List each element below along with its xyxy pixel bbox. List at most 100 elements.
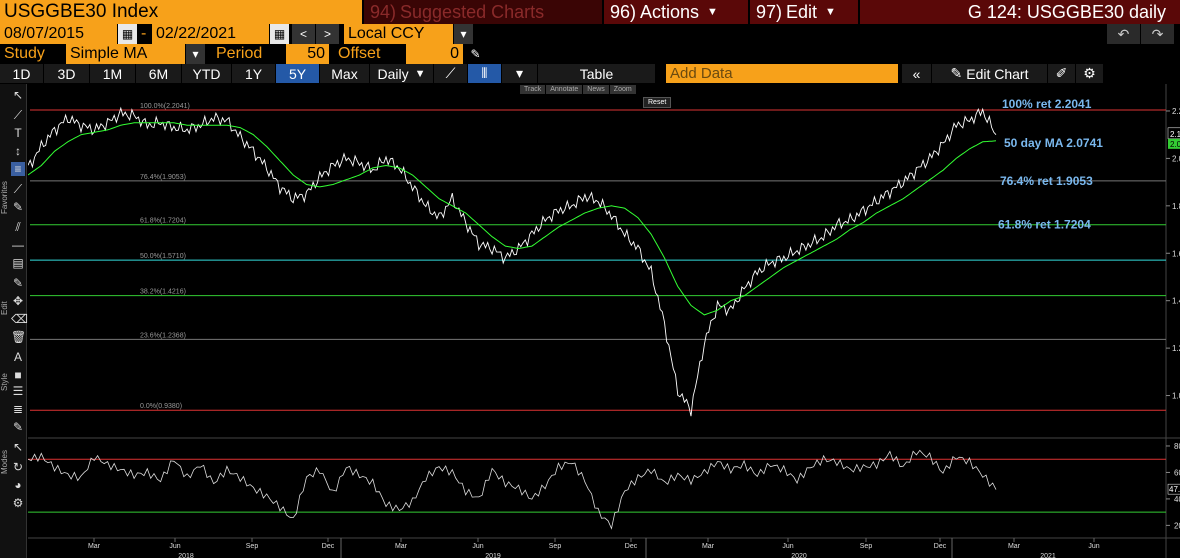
x-month-label: Sep [860,543,873,550]
range-1d-button[interactable]: 1D [0,64,44,83]
x-year-label: 2018 [178,553,194,558]
news-button[interactable]: News [583,85,609,94]
range-1y-button[interactable]: 1Y [232,64,276,83]
undo-icon[interactable]: ↶ [1106,24,1140,44]
y-tick-label: 2.0000 [1172,154,1180,163]
range-1m-button[interactable]: 1M [90,64,136,83]
header-bar: USGGBE30 Index 94) Suggested Charts 96) … [0,0,1180,24]
actions-menu[interactable]: 96) Actions ▼ [602,0,748,24]
add-data-input[interactable]: Add Data [666,64,898,83]
brush-icon[interactable]: ✎ [12,276,24,290]
annotation-icon[interactable]: ✐ [1048,64,1076,83]
modes-label: Modes [0,450,9,475]
palette-icon[interactable]: ◕ [14,478,22,492]
pencil-icon[interactable]: ✎ [464,44,488,64]
x-month-label: Jun [472,543,483,550]
x-month-label: Mar [88,543,101,550]
chevron-down-icon[interactable]: ▾ [502,64,538,83]
reset-button[interactable]: Reset [643,97,672,108]
rsi-tick-label: 40 [1174,495,1180,504]
range-5y-button[interactable]: 5Y [276,64,320,83]
fill-icon[interactable]: ■ [14,368,22,382]
annotate-button[interactable]: Annotate [546,85,583,94]
chevron-down-icon[interactable]: ▾ [454,24,474,44]
range-max-button[interactable]: Max [320,64,370,83]
horizontal-line-icon[interactable]: ― [12,238,24,252]
fib-level-label: 61.8%(1.7204) [140,218,186,225]
font-icon[interactable]: A [13,350,22,364]
text-tool-icon[interactable]: T [14,126,22,140]
x-month-label: Mar [1008,543,1021,550]
range-6m-button[interactable]: 6M [136,64,182,83]
y-tick-label: 1.2000 [1172,344,1180,353]
refresh-icon[interactable]: ↻ [12,460,24,474]
chevron-down-icon[interactable]: ▾ [186,44,206,64]
line-style-icon[interactable]: ☰ [12,384,24,398]
menu-label: Edit [786,1,818,22]
track-button[interactable]: Track [520,85,546,94]
x-month-label: Jun [782,543,793,550]
chevron-down-icon: ▼ [707,6,718,18]
redo-icon[interactable]: ↷ [1140,24,1174,44]
rsi-series-line [28,449,997,530]
frequency-select[interactable]: Daily ▼ [370,64,434,83]
fibonacci-icon[interactable]: ≡ [11,162,25,176]
rsi-last-badge [1167,483,1180,495]
shape-icon[interactable]: ▤ [12,256,24,270]
trend-icon[interactable]: ⟋ [13,182,23,196]
security-ticker[interactable]: USGGBE30 Index [0,0,362,24]
range-ytd-button[interactable]: YTD [182,64,232,83]
drawing-toolbar: ↖ ⟋ T ↕ ≡ ⟋ ✎ ⫽ ― ▤ ✎ ✥ ⌫ 🗑 A ■ ☰ ≣ ✎ ↖ … [0,84,28,558]
fib-level-label: 23.6%(1.2368) [140,332,186,339]
x-month-label: Mar [702,543,715,550]
line-tool-icon[interactable]: ⟋ [13,108,23,122]
edit-menu[interactable]: 97) Edit ▼ [748,0,858,24]
draw-icon[interactable]: ✎ [12,420,24,434]
zoom-button[interactable]: Zoom [609,85,636,94]
line-width-icon[interactable]: ≣ [12,402,24,416]
next-period-button[interactable]: > [316,24,340,44]
arrow-tool-icon[interactable]: ↕ [15,144,21,158]
prev-period-button[interactable]: < [292,24,316,44]
pencil-icon: ✎ [950,65,963,81]
period-input[interactable]: 50 [286,44,330,64]
range-3d-button[interactable]: 3D [44,64,90,83]
x-month-label: Sep [549,543,562,550]
menu-number: 94) [370,1,397,22]
ma-series-line [28,122,997,316]
collapse-icon[interactable]: « [902,64,932,83]
suggested-charts-menu[interactable]: 94) Suggested Charts [362,0,602,24]
gear-icon[interactable]: ⚙ [1076,64,1104,83]
channel-icon[interactable]: ⫽ [15,220,21,234]
offset-input[interactable]: 0 [406,44,464,64]
x-month-label: Jun [1088,543,1099,550]
bar-chart-icon[interactable]: ⫴ [468,64,502,83]
move-icon[interactable]: ✥ [12,294,24,308]
gear-icon[interactable]: ⚙ [12,496,24,510]
annotation-label: 76.4% ret 1.9053 [1000,174,1093,188]
table-button[interactable]: Table [538,64,656,83]
price-chart[interactable]: 100.0%(2.2041) 76.4%(1.9053) 61.8%(1.7204)… [28,84,1180,558]
calendar-icon[interactable]: ▦ [118,24,138,44]
annotation-label: 100% ret 2.2041 [1002,97,1092,111]
edit-chart-button[interactable]: ✎ Edit Chart [932,64,1048,83]
chevron-down-icon: ▼ [414,67,426,80]
fib-level-label: 38.2%(1.4216) [140,289,186,296]
erase-icon[interactable]: ⌫ [11,312,28,326]
currency-select[interactable]: Local CCY [344,24,454,44]
end-date-field[interactable]: 02/22/2021 [152,24,270,44]
line-chart-icon[interactable]: ⟋ [434,64,468,83]
cursor-icon[interactable]: ↖ [12,440,24,454]
trash-icon[interactable]: 🗑 [11,330,27,344]
pencil-icon[interactable]: ✎ [12,200,24,214]
frequency-label: Daily [377,65,409,82]
study-label: Study [0,44,66,64]
rsi-tick-label: 60 [1174,468,1180,477]
date-separator: - [138,24,152,44]
start-date-field[interactable]: 08/07/2015 [0,24,118,44]
cursor-icon[interactable]: ↖ [12,88,24,102]
y-tick-label: 1.4000 [1172,297,1180,306]
calendar-icon[interactable]: ▦ [270,24,290,44]
y-tick-label: 1.8000 [1172,202,1180,211]
study-select[interactable]: Simple MA [66,44,186,64]
